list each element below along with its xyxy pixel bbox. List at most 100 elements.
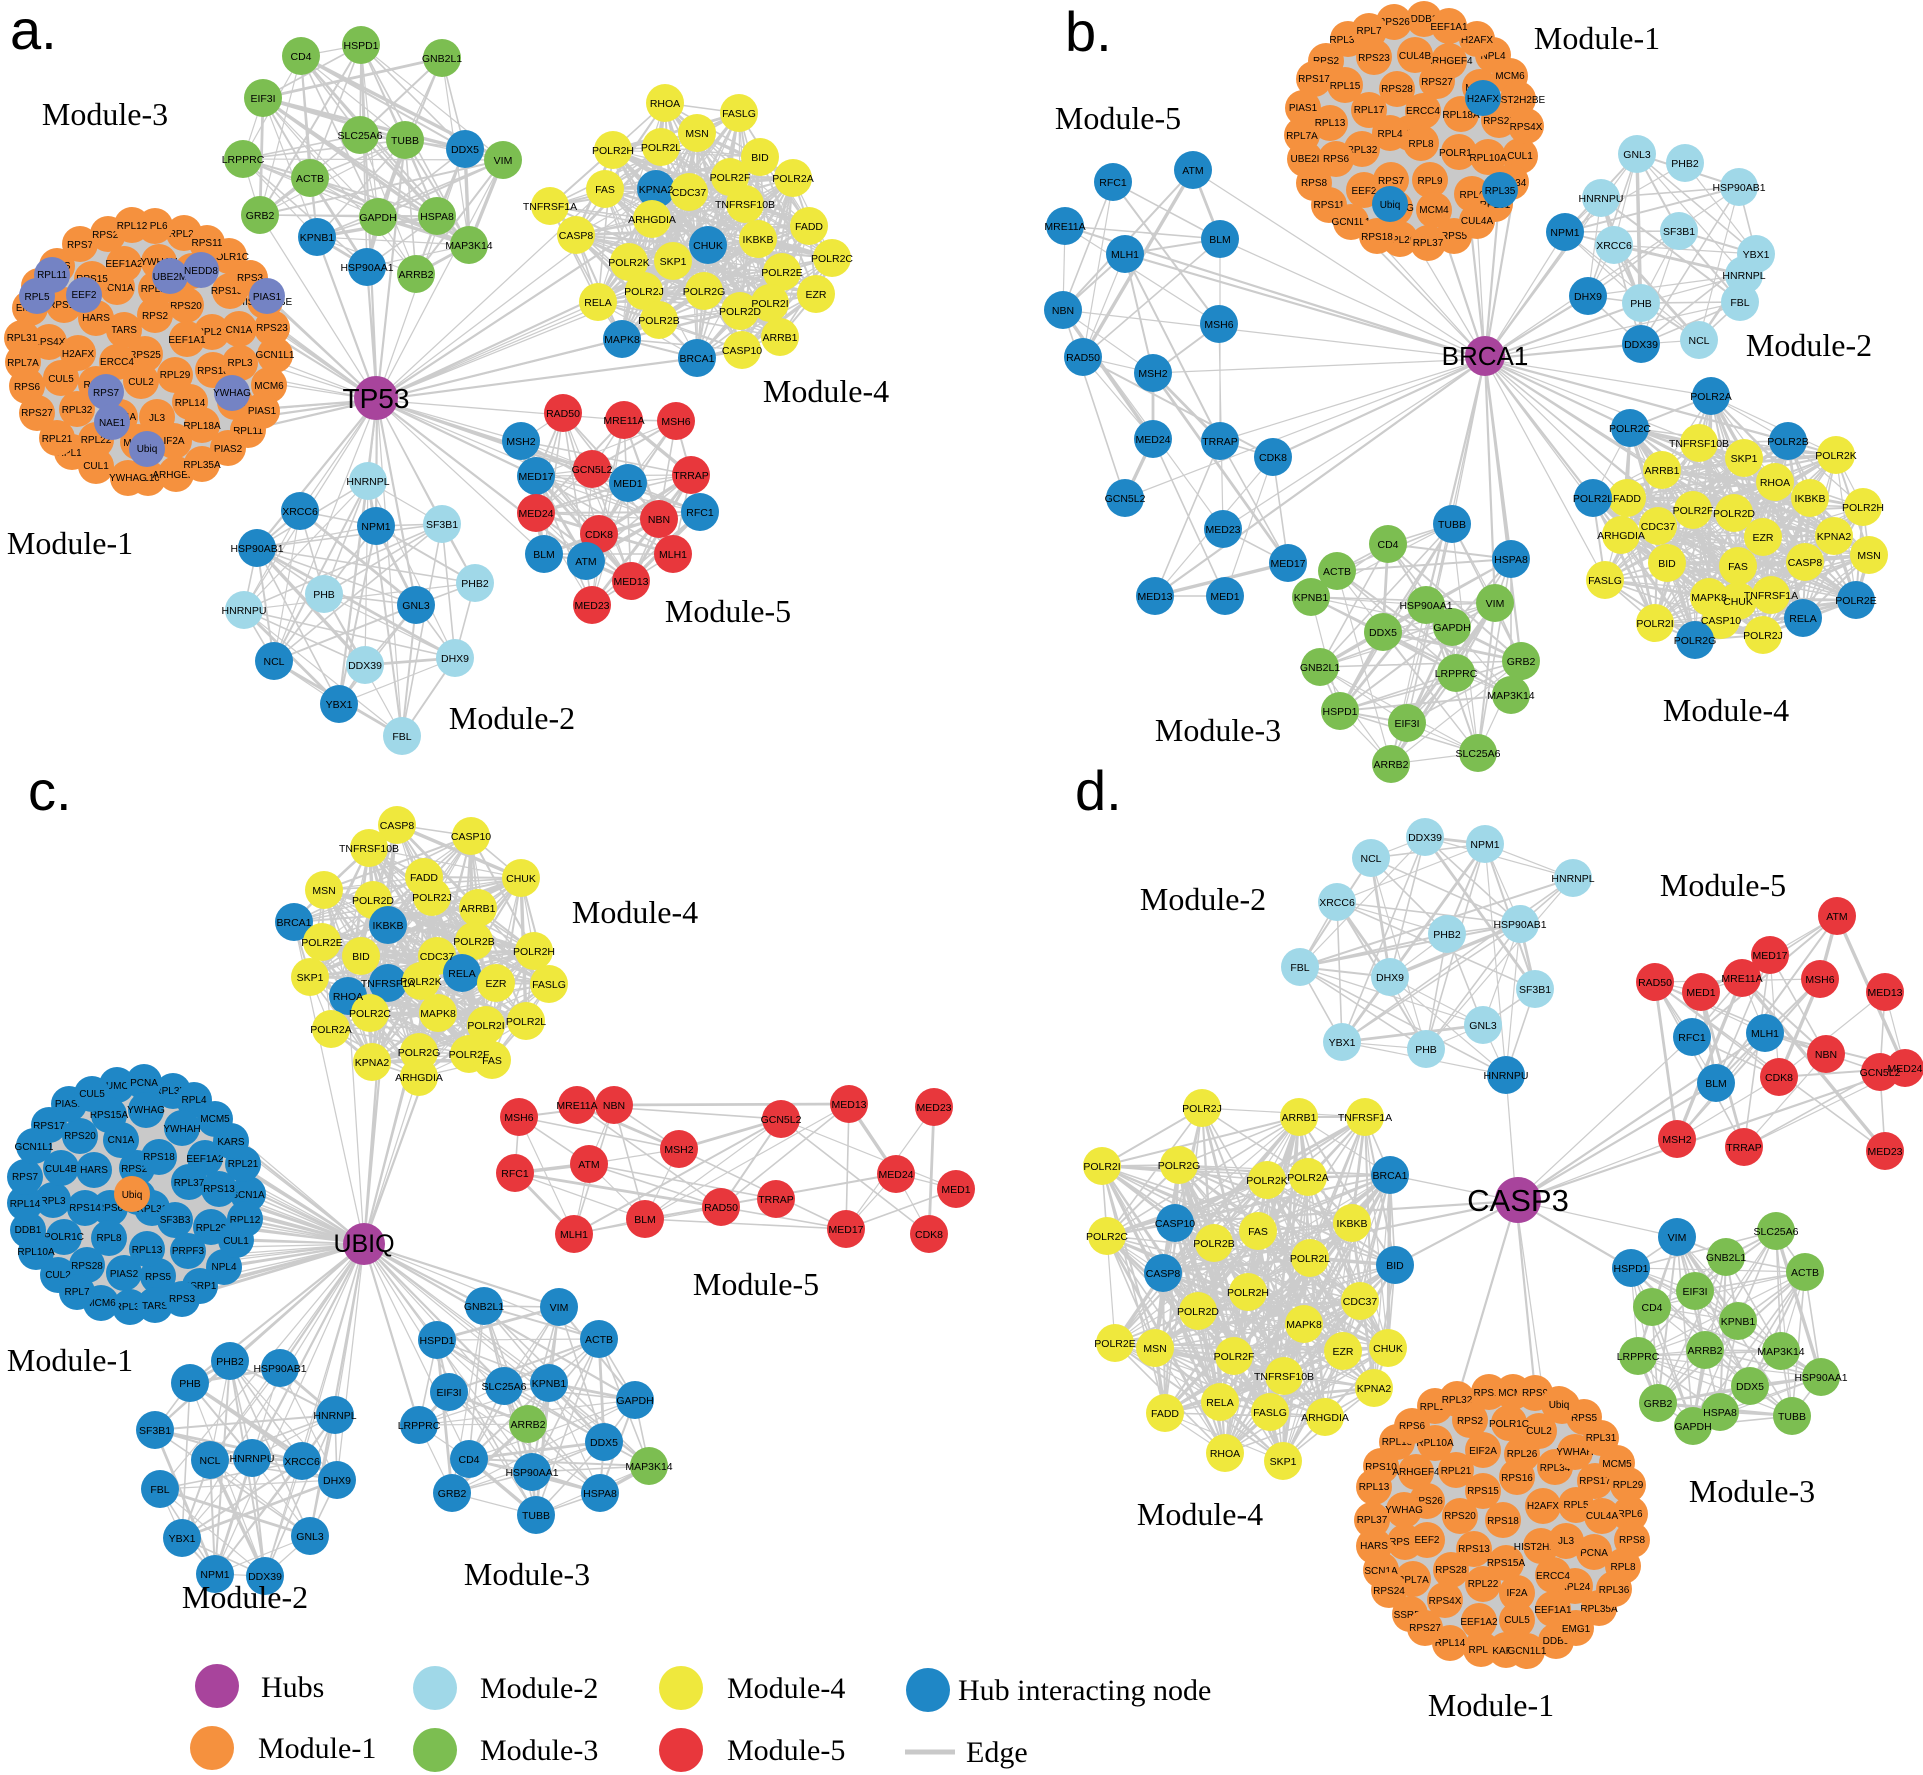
svg-text:DHX9: DHX9 (323, 1475, 351, 1487)
svg-text:KPNB1: KPNB1 (532, 1378, 567, 1390)
svg-text:GCN5L2: GCN5L2 (1860, 1067, 1901, 1079)
svg-text:NPL4: NPL4 (211, 1262, 236, 1273)
svg-text:MCM5: MCM5 (200, 1114, 230, 1125)
svg-text:KPNB1: KPNB1 (300, 232, 335, 244)
svg-text:RPL35: RPL35 (1485, 186, 1516, 197)
svg-text:POLR1C: POLR1C (209, 252, 249, 263)
svg-text:CD4: CD4 (1377, 539, 1398, 551)
svg-text:MSH2: MSH2 (1662, 1134, 1691, 1146)
svg-text:TUBB: TUBB (391, 135, 419, 147)
svg-text:SF3B3: SF3B3 (160, 1215, 191, 1226)
svg-text:IF2A: IF2A (1506, 1588, 1527, 1599)
svg-text:POLR2D: POLR2D (1713, 508, 1755, 520)
svg-text:CUL2: CUL2 (128, 377, 154, 388)
svg-text:GRB2: GRB2 (1644, 1398, 1673, 1410)
svg-text:Module-5: Module-5 (1660, 867, 1786, 903)
svg-text:HNRNPU: HNRNPU (1484, 1070, 1529, 1082)
svg-text:YWHAH: YWHAH (1556, 1447, 1593, 1458)
svg-text:RPS17: RPS17 (1579, 1476, 1611, 1487)
svg-text:FBL: FBL (1730, 297, 1749, 309)
svg-text:BRCA1: BRCA1 (1442, 341, 1529, 371)
svg-text:TNFRSF10B: TNFRSF10B (715, 199, 775, 211)
svg-text:DDX5: DDX5 (1736, 1381, 1764, 1393)
svg-text:POLR2F: POLR2F (449, 1049, 490, 1061)
svg-text:RPS2: RPS2 (1457, 1416, 1484, 1427)
svg-text:VIM: VIM (1668, 1232, 1687, 1244)
svg-text:ACTB: ACTB (296, 173, 324, 185)
svg-text:CUL2: CUL2 (1526, 1426, 1552, 1437)
svg-text:SLC25A6: SLC25A6 (1754, 1226, 1799, 1238)
svg-text:RPS27: RPS27 (121, 1164, 153, 1175)
svg-text:SSRP1: SSRP1 (184, 1281, 217, 1292)
svg-text:RPL32: RPL32 (1347, 145, 1378, 156)
svg-text:UBE2M: UBE2M (153, 272, 187, 283)
svg-text:MED24: MED24 (1135, 434, 1170, 446)
svg-text:RPS16: RPS16 (1501, 1473, 1533, 1484)
svg-text:POLR2J: POLR2J (412, 892, 452, 904)
svg-text:GNL3: GNL3 (1623, 149, 1651, 161)
svg-text:CUL1: CUL1 (83, 461, 109, 472)
svg-text:HSPD1: HSPD1 (1322, 706, 1357, 718)
svg-text:TRRAP: TRRAP (673, 470, 709, 482)
svg-text:RPS4X: RPS4X (1510, 122, 1543, 133)
svg-text:Ubiq: Ubiq (137, 444, 158, 455)
svg-text:RHOA: RHOA (1210, 1448, 1240, 1460)
svg-text:POLR2K: POLR2K (1246, 1175, 1287, 1187)
svg-text:GCN5L2: GCN5L2 (1105, 493, 1146, 505)
svg-text:NBN: NBN (1815, 1049, 1837, 1061)
svg-text:KPNB1: KPNB1 (1294, 592, 1329, 604)
svg-text:RPL18A: RPL18A (1442, 110, 1480, 121)
svg-text:EZR: EZR (1333, 1346, 1354, 1358)
svg-text:RFC1: RFC1 (686, 507, 714, 519)
svg-text:MAP3K14: MAP3K14 (1487, 690, 1534, 702)
svg-text:MED23: MED23 (1867, 1146, 1902, 1158)
svg-text:YBX1: YBX1 (1743, 249, 1770, 261)
svg-text:RPL36: RPL36 (137, 1204, 168, 1215)
svg-text:RAD50: RAD50 (1638, 977, 1672, 989)
svg-text:ARHGEF4: ARHGEF4 (1425, 56, 1473, 67)
svg-text:POLR1C: POLR1C (1439, 148, 1479, 159)
svg-text:HNRNPL: HNRNPL (346, 476, 389, 488)
svg-text:GCN1L1: GCN1L1 (1332, 217, 1371, 228)
svg-text:a.: a. (10, 0, 57, 61)
svg-text:CDC37: CDC37 (1343, 1296, 1378, 1308)
svg-text:TUBB: TUBB (522, 1510, 550, 1522)
svg-text:SKP1: SKP1 (660, 256, 687, 268)
svg-text:DDX39: DDX39 (1408, 832, 1442, 844)
svg-text:Module-2: Module-2 (449, 700, 575, 736)
svg-text:RPS9: RPS9 (1522, 1388, 1549, 1399)
svg-text:PIAS1: PIAS1 (248, 406, 277, 417)
svg-text:MED1: MED1 (941, 1184, 970, 1196)
svg-text:Module-5: Module-5 (693, 1266, 819, 1302)
svg-text:CASP3: CASP3 (1467, 1183, 1569, 1218)
svg-text:EEF2: EEF2 (71, 290, 96, 301)
svg-text:BID: BID (1658, 558, 1676, 570)
svg-text:GNB2L1: GNB2L1 (1706, 1252, 1746, 1264)
svg-text:NCL: NCL (1688, 335, 1709, 347)
svg-text:DDX39: DDX39 (248, 1571, 282, 1583)
svg-text:MSH2: MSH2 (1138, 368, 1167, 380)
svg-text:MED24: MED24 (1887, 1063, 1922, 1075)
svg-text:Module-2: Module-2 (480, 1672, 598, 1705)
svg-text:POLR2B: POLR2B (1193, 1238, 1234, 1250)
svg-text:POLR2C: POLR2C (1609, 423, 1651, 435)
svg-text:HNRNPU: HNRNPU (230, 1453, 275, 1465)
svg-text:RPS4X: RPS4X (33, 337, 66, 348)
svg-text:HSP90AA1: HSP90AA1 (1794, 1372, 1847, 1384)
svg-text:RPS11: RPS11 (1314, 200, 1345, 211)
svg-text:EEF2: EEF2 (1414, 1535, 1439, 1546)
svg-text:MLH1: MLH1 (1751, 1028, 1779, 1040)
svg-text:POLR2H: POLR2H (1227, 1287, 1269, 1299)
svg-text:Edge: Edge (966, 1736, 1028, 1769)
svg-text:Module-1: Module-1 (258, 1732, 376, 1765)
svg-text:PHB2: PHB2 (1671, 158, 1699, 170)
svg-text:KPNA2: KPNA2 (639, 184, 674, 196)
svg-text:MSN: MSN (685, 128, 708, 140)
svg-text:NPM1: NPM1 (1470, 839, 1499, 851)
svg-text:YWHAG: YWHAG (1385, 1505, 1423, 1516)
svg-text:RPS6: RPS6 (1399, 1421, 1426, 1432)
svg-text:DHX9: DHX9 (1376, 972, 1404, 984)
svg-text:Module-1: Module-1 (7, 525, 133, 561)
svg-text:SCN1A: SCN1A (100, 283, 134, 294)
svg-text:Module-5: Module-5 (665, 593, 791, 629)
